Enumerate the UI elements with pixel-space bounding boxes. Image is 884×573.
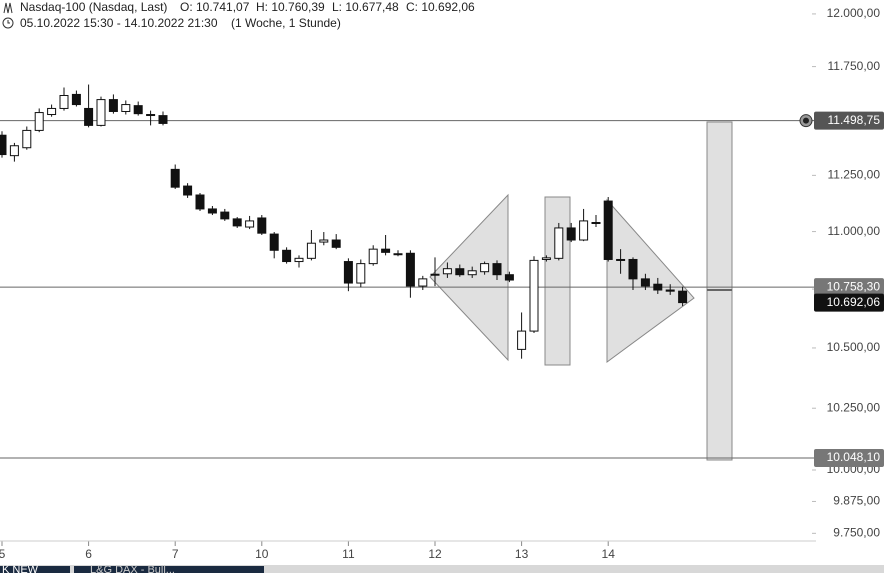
candle-body — [245, 220, 255, 228]
candle-body — [467, 270, 477, 276]
candle-body — [146, 114, 156, 117]
candle-body — [133, 105, 143, 115]
candle-body — [343, 261, 353, 284]
candle-body — [356, 263, 366, 284]
x-tick-label: 13 — [515, 547, 529, 561]
candle-body — [34, 112, 44, 131]
level-label-box — [814, 278, 884, 297]
candle-body — [653, 283, 663, 291]
x-tick-label: 10 — [255, 547, 269, 561]
level-label: 11.498,75 — [828, 113, 881, 127]
y-tick-label: 10.250,00 — [827, 400, 881, 414]
candle-body — [84, 107, 94, 126]
candle-body — [71, 93, 81, 106]
candle-body — [529, 259, 539, 332]
candle-body — [257, 217, 267, 234]
candle-body — [158, 115, 168, 124]
candle-body — [504, 274, 514, 281]
candle-body — [554, 227, 564, 259]
candle-body — [616, 258, 626, 261]
y-tick-label: 12.000,00 — [827, 6, 881, 20]
candle-body — [207, 208, 217, 214]
x-tick-label: 5 — [0, 547, 6, 561]
ohlc-open: O: 10.741,07 — [180, 0, 250, 14]
x-tick-label: 11 — [342, 547, 355, 561]
candle-body — [665, 289, 675, 292]
candle-body — [480, 263, 490, 273]
level-label-box — [814, 448, 884, 467]
y-tick-label: 9.750,00 — [833, 525, 880, 539]
x-tick-label: 7 — [172, 547, 179, 561]
candle-body — [418, 278, 428, 287]
candle-body — [368, 248, 378, 265]
x-tick-label: 6 — [85, 547, 92, 561]
tab[interactable] — [0, 566, 70, 573]
drawing-shapes — [429, 121, 733, 461]
y-tick-label: 11.000,00 — [828, 224, 881, 238]
candle-body — [517, 330, 527, 350]
candle-body — [195, 194, 205, 210]
candle-body — [541, 257, 551, 260]
level-label-box — [814, 111, 884, 130]
y-tick-label: 10.500,00 — [827, 340, 881, 354]
candle-body — [108, 99, 118, 112]
candle-body — [47, 107, 57, 116]
candle-body — [319, 239, 329, 243]
candle-body — [603, 200, 613, 260]
x-tick-label: 14 — [602, 547, 616, 561]
ohlc-close: C: 10.692,06 — [406, 0, 475, 14]
ohlc-low: L: 10.677,48 — [332, 0, 399, 14]
candle-body — [232, 218, 242, 227]
candle-body — [282, 249, 292, 263]
candle-body — [0, 134, 7, 156]
candle-body — [59, 94, 69, 109]
candle-body — [170, 168, 180, 188]
level-marker-dot — [803, 117, 809, 124]
candle-body — [183, 185, 193, 196]
tab[interactable] — [74, 566, 264, 573]
candle-body — [269, 233, 279, 251]
chart-period: (1 Woche, 1 Stunde) — [231, 16, 341, 30]
tab-strip — [0, 565, 884, 573]
candle-body — [405, 252, 415, 287]
chart-title: Nasdaq-100 (Nasdaq, Last) — [20, 0, 167, 14]
last-price-label: 10.692,06 — [827, 295, 881, 309]
tab-label[interactable]: K NEW — [2, 564, 39, 573]
candle-body — [430, 273, 440, 276]
candle-body — [121, 104, 131, 112]
candle-body — [9, 145, 19, 157]
candle-body — [628, 258, 638, 280]
chart-subtitle: 05.10.2022 15:30 - 14.10.2022 21:30 — [20, 16, 218, 30]
y-tick-label: 11.750,00 — [828, 59, 881, 73]
candle-body — [442, 268, 452, 275]
chart-icon — [2, 2, 14, 29]
candle-body — [492, 263, 502, 276]
candle-body — [96, 99, 106, 126]
tab-label[interactable]: L&G DAX - Bull... — [90, 564, 175, 573]
candle-body — [393, 253, 403, 256]
level-label: 10.758,30 — [827, 279, 881, 293]
ohlc-high: H: 10.760,39 — [256, 0, 325, 14]
y-tick-label: 9.875,00 — [833, 494, 880, 508]
candle-body — [331, 239, 341, 248]
last-price-box — [814, 293, 884, 312]
candle-body — [566, 227, 576, 241]
x-tick-label: 12 — [428, 547, 442, 561]
candle-body — [640, 278, 650, 287]
level-label: 10.048,10 — [827, 450, 881, 464]
candle-body — [591, 221, 601, 224]
candle-body — [579, 220, 589, 241]
candle-body — [678, 290, 688, 304]
candle-body — [455, 268, 465, 276]
candle-body — [306, 242, 316, 259]
candle-body — [294, 257, 304, 263]
y-tick-label: 11.250,00 — [828, 168, 881, 182]
candle-body — [22, 129, 32, 149]
candle-body — [220, 211, 230, 220]
candle-body — [381, 248, 391, 253]
